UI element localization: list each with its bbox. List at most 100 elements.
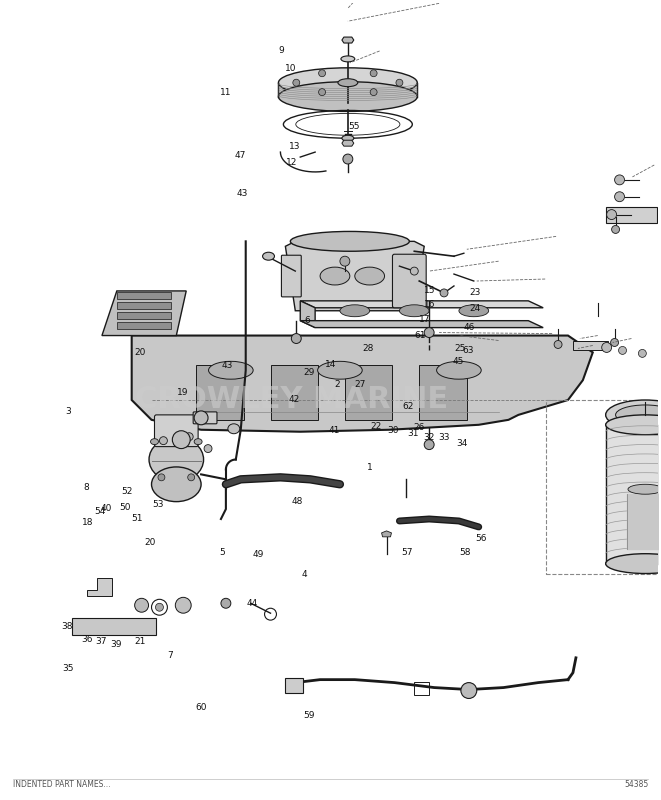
- Text: 15: 15: [424, 286, 436, 295]
- Bar: [414, 682, 429, 695]
- Circle shape: [292, 334, 301, 343]
- Text: 54385: 54385: [624, 780, 648, 789]
- Text: 29: 29: [304, 368, 315, 377]
- Circle shape: [615, 192, 625, 202]
- Ellipse shape: [317, 362, 362, 379]
- Text: 45: 45: [453, 358, 464, 366]
- Circle shape: [221, 598, 231, 608]
- Text: 17: 17: [418, 315, 430, 324]
- Ellipse shape: [342, 135, 354, 141]
- Bar: [117, 302, 171, 309]
- Text: 22: 22: [371, 422, 382, 430]
- Text: 42: 42: [289, 395, 300, 405]
- Polygon shape: [102, 291, 186, 335]
- Circle shape: [611, 338, 619, 346]
- Bar: [546, 400, 661, 574]
- Text: 59: 59: [304, 711, 315, 720]
- Text: 46: 46: [464, 323, 475, 332]
- Text: 16: 16: [424, 300, 435, 310]
- Circle shape: [173, 430, 190, 449]
- Text: 57: 57: [401, 548, 413, 557]
- FancyBboxPatch shape: [393, 254, 426, 308]
- Bar: [270, 366, 318, 420]
- Ellipse shape: [338, 78, 358, 86]
- Text: INDENTED PART NAMES...: INDENTED PART NAMES...: [13, 780, 110, 789]
- Circle shape: [424, 328, 434, 338]
- Text: 4: 4: [301, 570, 307, 579]
- Ellipse shape: [399, 305, 429, 317]
- Circle shape: [135, 598, 149, 612]
- Ellipse shape: [262, 252, 274, 260]
- Circle shape: [319, 70, 325, 77]
- Circle shape: [319, 89, 325, 96]
- Text: 24: 24: [469, 304, 481, 314]
- Text: 47: 47: [235, 151, 246, 160]
- Polygon shape: [342, 140, 354, 146]
- Ellipse shape: [615, 405, 661, 425]
- Circle shape: [204, 445, 212, 453]
- Circle shape: [159, 437, 167, 445]
- Text: 23: 23: [469, 289, 481, 298]
- Text: 34: 34: [456, 439, 467, 448]
- Polygon shape: [286, 242, 424, 310]
- Text: 8: 8: [84, 482, 89, 492]
- Text: 51: 51: [132, 514, 143, 523]
- Text: 40: 40: [100, 504, 112, 513]
- Text: 50: 50: [119, 502, 130, 511]
- Circle shape: [611, 226, 619, 234]
- Text: 31: 31: [407, 429, 419, 438]
- Circle shape: [461, 682, 477, 698]
- Text: 39: 39: [110, 640, 122, 649]
- Text: CROWLEY MARINE: CROWLEY MARINE: [135, 386, 447, 414]
- Polygon shape: [300, 301, 543, 308]
- Polygon shape: [87, 578, 112, 596]
- FancyBboxPatch shape: [193, 412, 217, 424]
- Circle shape: [424, 440, 434, 450]
- Ellipse shape: [459, 305, 488, 317]
- Polygon shape: [300, 301, 315, 328]
- Text: 32: 32: [423, 433, 434, 442]
- FancyBboxPatch shape: [155, 415, 198, 446]
- Text: 36: 36: [81, 635, 93, 644]
- Text: 18: 18: [82, 518, 94, 527]
- Text: 56: 56: [475, 534, 487, 543]
- FancyBboxPatch shape: [282, 255, 301, 297]
- Circle shape: [343, 154, 353, 164]
- Circle shape: [370, 89, 377, 96]
- Text: 48: 48: [292, 497, 303, 506]
- Ellipse shape: [628, 484, 661, 494]
- Circle shape: [619, 346, 627, 354]
- Text: 49: 49: [253, 550, 264, 559]
- Circle shape: [175, 598, 191, 613]
- Text: 1: 1: [367, 463, 373, 472]
- Circle shape: [607, 210, 617, 219]
- Circle shape: [370, 70, 377, 77]
- Circle shape: [615, 175, 625, 185]
- Ellipse shape: [320, 267, 350, 285]
- Ellipse shape: [228, 424, 240, 434]
- Polygon shape: [72, 618, 157, 635]
- Text: 12: 12: [286, 158, 297, 166]
- Text: 33: 33: [438, 433, 449, 442]
- Bar: [419, 366, 467, 420]
- Text: 62: 62: [402, 402, 414, 411]
- Circle shape: [158, 474, 165, 481]
- Text: 60: 60: [196, 703, 207, 712]
- Ellipse shape: [151, 438, 159, 445]
- Text: 2: 2: [334, 380, 340, 389]
- Ellipse shape: [341, 56, 355, 62]
- Text: 26: 26: [413, 423, 424, 432]
- Text: 5: 5: [219, 548, 225, 557]
- Text: 55: 55: [348, 122, 360, 131]
- Text: 53: 53: [153, 500, 164, 510]
- Circle shape: [410, 267, 418, 275]
- Ellipse shape: [278, 68, 417, 98]
- Text: 58: 58: [459, 548, 471, 557]
- Ellipse shape: [194, 438, 202, 445]
- Polygon shape: [573, 341, 607, 350]
- Text: 25: 25: [454, 344, 465, 353]
- Text: 35: 35: [63, 664, 74, 673]
- Ellipse shape: [208, 362, 253, 379]
- Ellipse shape: [437, 362, 481, 379]
- Text: 20: 20: [135, 348, 146, 357]
